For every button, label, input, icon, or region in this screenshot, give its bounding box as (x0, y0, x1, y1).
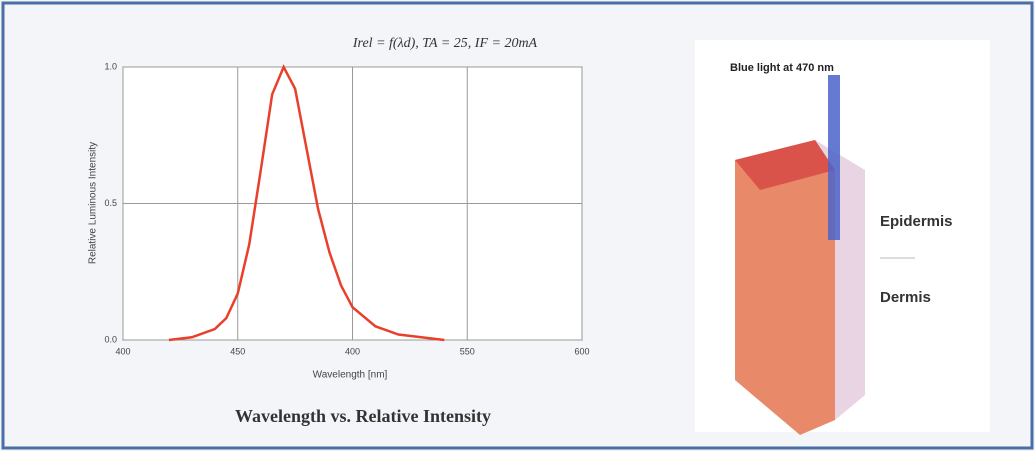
skin-top (735, 140, 835, 190)
chart-title: Irel = f(λd), TA = 25, IF = 20mA (352, 36, 538, 51)
x-tick-label: 400 (115, 346, 130, 356)
beam-label: Blue light at 470 nm (730, 62, 834, 74)
x-tick-label: 450 (230, 346, 245, 356)
y-tick-label: 0.5 (104, 198, 117, 208)
x-tick-label: 600 (574, 346, 589, 356)
x-axis-label: Wavelength [nm] (313, 370, 388, 381)
data-line (168, 64, 445, 342)
light-beam (828, 75, 840, 240)
illustration: Blue light at 470 nm Epidermis Dermis (695, 40, 990, 435)
skin-side (735, 140, 835, 435)
layer-label: Epidermis (880, 213, 953, 230)
skin-front (815, 140, 865, 420)
caption: Wavelength vs. Relative Intensity (235, 406, 491, 426)
y-tick-label: 0.0 (104, 334, 117, 344)
y-axis-label: Relative Luminous Intensity (88, 142, 99, 264)
x-tick-label: 400 (345, 346, 360, 356)
x-tick-label: 550 (460, 346, 475, 356)
y-tick-label: 1.0 (104, 61, 117, 71)
layer-label: Dermis (880, 289, 931, 306)
